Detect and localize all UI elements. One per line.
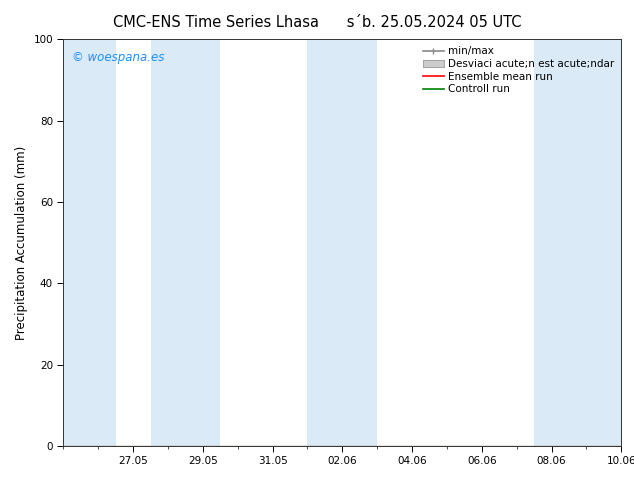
Text: © woespana.es: © woespana.es (72, 51, 164, 64)
Bar (534, 39, 621, 446)
Bar (150, 39, 221, 446)
Bar (307, 39, 377, 446)
Legend: min/max, Desviaci acute;n est acute;ndar, Ensemble mean run, Controll run: min/max, Desviaci acute;n est acute;ndar… (421, 45, 616, 97)
Text: CMC-ENS Time Series Lhasa      s´b. 25.05.2024 05 UTC: CMC-ENS Time Series Lhasa s´b. 25.05.202… (113, 15, 521, 30)
Y-axis label: Precipitation Accumulation (mm): Precipitation Accumulation (mm) (15, 146, 28, 340)
Bar (63, 39, 115, 446)
